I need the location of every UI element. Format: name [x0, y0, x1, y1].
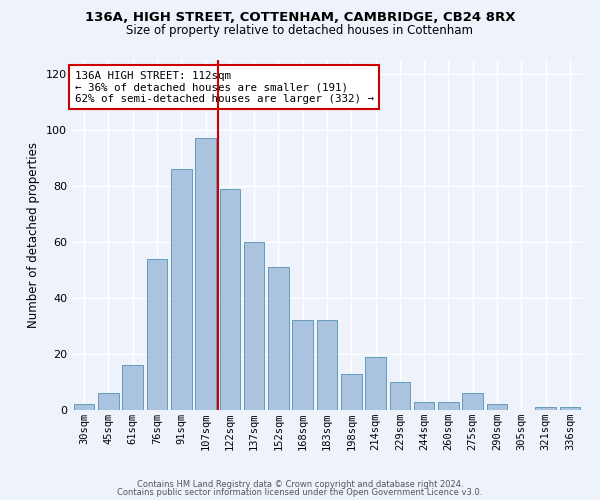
- Bar: [463, 393, 483, 410]
- Bar: [438, 402, 459, 410]
- Bar: [560, 407, 580, 410]
- Bar: [341, 374, 362, 410]
- Bar: [317, 320, 337, 410]
- Bar: [414, 402, 434, 410]
- Bar: [220, 189, 240, 410]
- Text: Contains public sector information licensed under the Open Government Licence v3: Contains public sector information licen…: [118, 488, 482, 497]
- Bar: [171, 169, 191, 410]
- Bar: [535, 407, 556, 410]
- Text: Contains HM Land Registry data © Crown copyright and database right 2024.: Contains HM Land Registry data © Crown c…: [137, 480, 463, 489]
- Bar: [365, 357, 386, 410]
- Bar: [244, 242, 265, 410]
- Bar: [195, 138, 216, 410]
- Text: 136A HIGH STREET: 112sqm
← 36% of detached houses are smaller (191)
62% of semi-: 136A HIGH STREET: 112sqm ← 36% of detach…: [74, 70, 374, 104]
- Y-axis label: Number of detached properties: Number of detached properties: [28, 142, 40, 328]
- Bar: [98, 393, 119, 410]
- Text: 136A, HIGH STREET, COTTENHAM, CAMBRIDGE, CB24 8RX: 136A, HIGH STREET, COTTENHAM, CAMBRIDGE,…: [85, 11, 515, 24]
- Bar: [268, 267, 289, 410]
- Bar: [487, 404, 508, 410]
- Bar: [74, 404, 94, 410]
- Bar: [389, 382, 410, 410]
- Bar: [292, 320, 313, 410]
- Text: Size of property relative to detached houses in Cottenham: Size of property relative to detached ho…: [127, 24, 473, 37]
- Bar: [122, 365, 143, 410]
- Bar: [146, 259, 167, 410]
